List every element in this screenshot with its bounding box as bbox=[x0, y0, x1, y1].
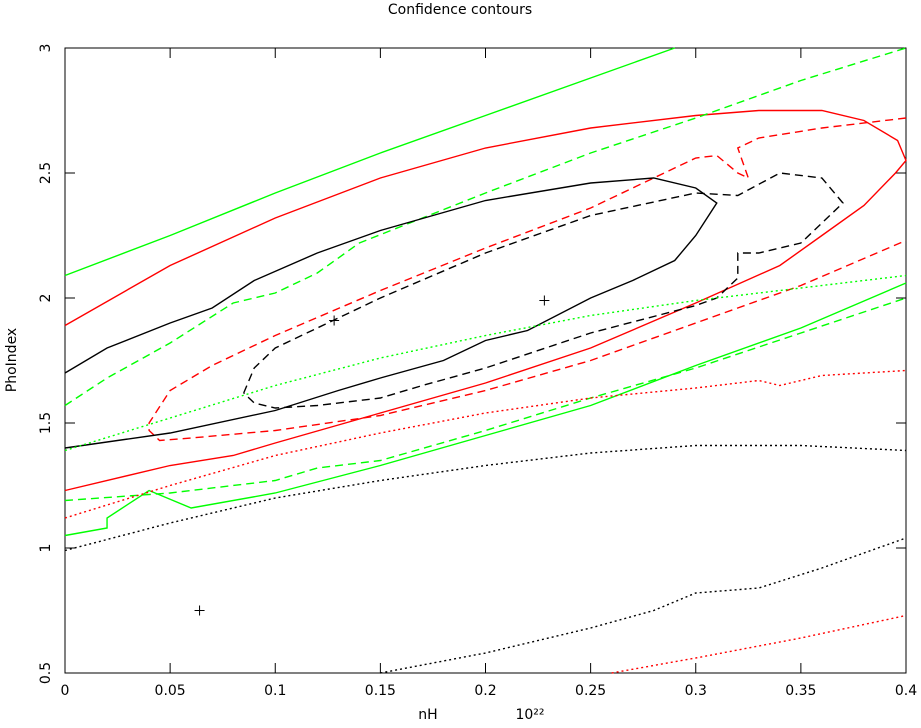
x-axis-unit: 10²² bbox=[515, 707, 544, 723]
x-tick-label: 0.05 bbox=[155, 683, 186, 699]
x-tick-label: 0.2 bbox=[474, 683, 496, 699]
x-axis-label: nH bbox=[418, 707, 437, 723]
contour-line bbox=[611, 614, 907, 674]
y-tick-label: 3 bbox=[38, 44, 54, 53]
y-tick-label: 2 bbox=[38, 294, 54, 303]
contour-line bbox=[64, 177, 718, 449]
contour-line bbox=[64, 47, 907, 407]
y-axis-label: PhoIndex bbox=[4, 328, 20, 392]
x-tick-label: 0.35 bbox=[785, 683, 816, 699]
x-tick-label: 0 bbox=[61, 683, 70, 699]
best-fit-marker bbox=[329, 315, 340, 326]
x-tick-label: 0.1 bbox=[264, 683, 286, 699]
best-fit-marker bbox=[194, 605, 205, 616]
chart-title: Confidence contours bbox=[388, 2, 532, 18]
contour-line bbox=[64, 369, 907, 519]
contour-line bbox=[380, 537, 907, 674]
contour-line bbox=[64, 282, 907, 537]
x-tick-label: 0.25 bbox=[575, 683, 606, 699]
contour-line bbox=[243, 172, 844, 409]
y-tick-label: 1 bbox=[38, 544, 54, 553]
x-tick-label: 0.4 bbox=[895, 683, 917, 699]
contour-line bbox=[64, 109, 907, 492]
x-tick-label: 0.15 bbox=[365, 683, 396, 699]
contour-line bbox=[64, 297, 907, 502]
y-tick-label: 1.5 bbox=[38, 412, 54, 434]
plot-frame bbox=[64, 47, 907, 674]
contour-line bbox=[64, 274, 907, 452]
contour-line bbox=[64, 47, 675, 277]
y-tick-label: 2.5 bbox=[38, 162, 54, 184]
x-tick-label: 0.3 bbox=[685, 683, 707, 699]
best-fit-marker bbox=[539, 295, 550, 306]
contour-line bbox=[148, 117, 907, 442]
contour-line bbox=[64, 444, 907, 552]
y-tick-label: 0.5 bbox=[38, 662, 54, 684]
